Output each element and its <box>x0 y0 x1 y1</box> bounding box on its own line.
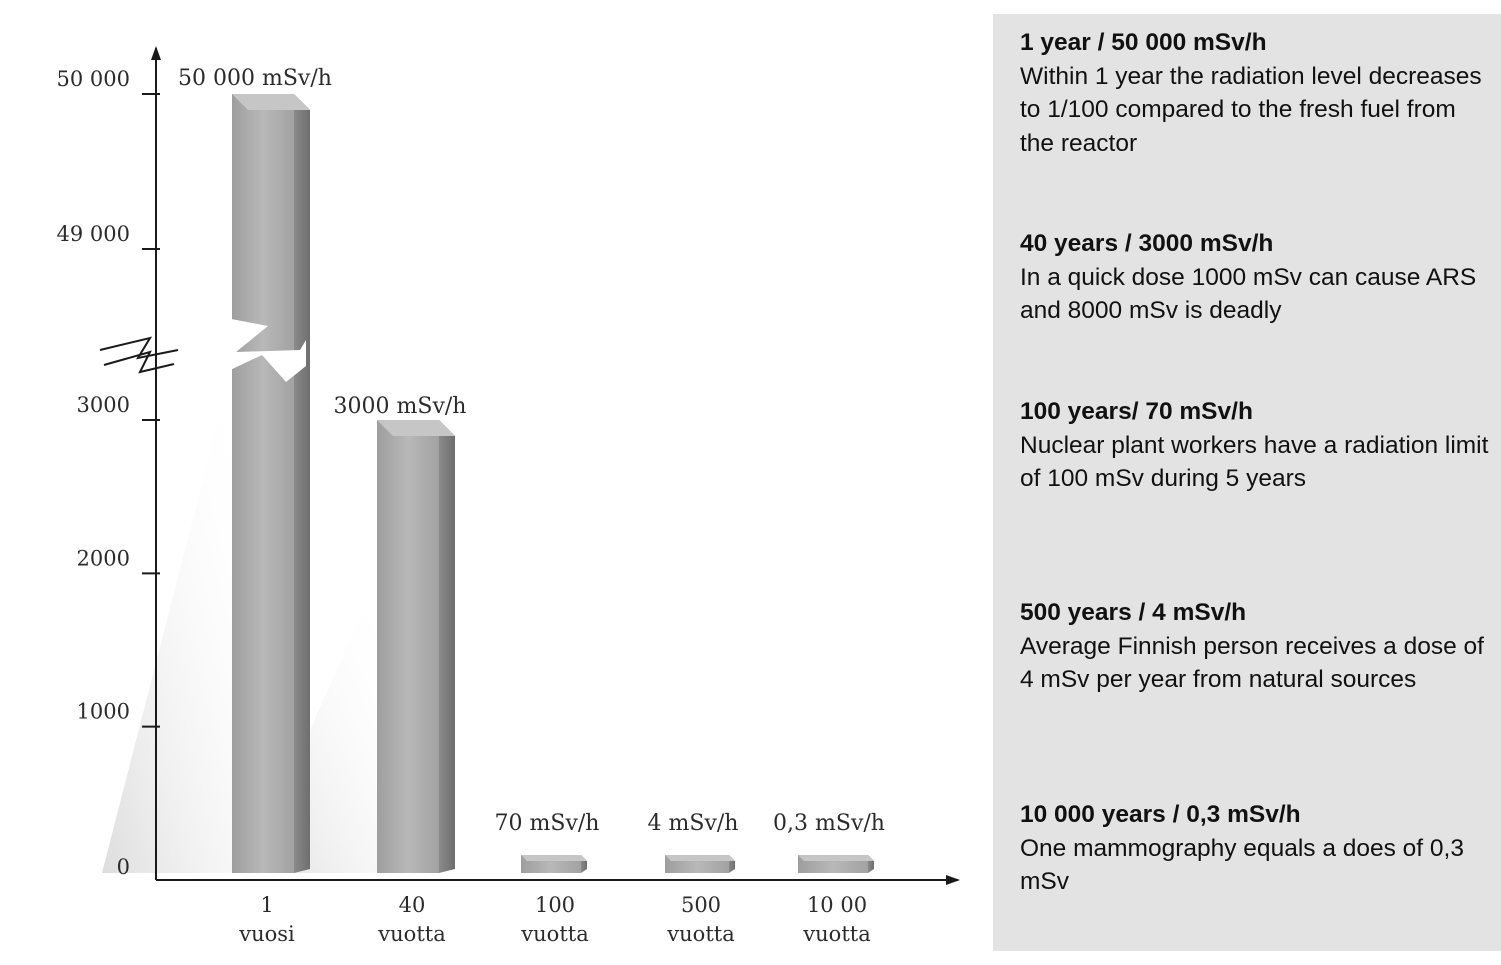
x-category-unit: vuotta <box>520 922 588 946</box>
x-category-number: 500 <box>681 893 721 917</box>
x-category-number: 40 <box>399 893 426 917</box>
note-body: Average Finnish person receives a dose o… <box>1020 632 1484 694</box>
x-category-number: 10 00 <box>807 893 867 917</box>
bar-break-gap <box>226 318 306 382</box>
bar-top <box>232 94 310 110</box>
x-category-unit: vuosi <box>238 922 295 946</box>
bar <box>377 420 439 873</box>
value-label: 4 mSv/h <box>648 811 739 836</box>
note-heading: 500 years / 4 mSv/h <box>1020 599 1247 626</box>
note-1-year: 1 year / 50 000 mSv/h Within 1 year the … <box>1020 26 1490 160</box>
note-body: Nuclear plant workers have a radiation l… <box>1020 431 1489 493</box>
value-label: 50 000 mSv/h <box>178 66 332 91</box>
bar-top <box>377 420 455 436</box>
chart-svg: 0 1000 2000 3000 49 000 50 000 50 000 mSv/h 1 vu… <box>57 46 960 946</box>
bar-shadow <box>102 366 232 873</box>
bar-side <box>294 94 310 873</box>
note-10000-years: 10 000 years / 0,3 mSv/h One mammography… <box>1020 798 1490 899</box>
note-body: Within 1 year the radiation level decrea… <box>1020 62 1482 157</box>
note-heading: 10 000 years / 0,3 mSv/h <box>1020 801 1301 828</box>
y-tick-label: 3000 <box>77 393 130 417</box>
value-label: 0,3 mSv/h <box>773 811 885 836</box>
note-100-years: 100 years/ 70 mSv/h Nuclear plant worker… <box>1020 395 1490 496</box>
note-body: In a quick dose 1000 mSv can cause ARS a… <box>1020 263 1477 325</box>
info-panel: 1 year / 50 000 mSv/h Within 1 year the … <box>993 14 1501 951</box>
x-category-unit: vuotta <box>666 922 734 946</box>
y-tick-label: 1000 <box>77 700 130 724</box>
x-category-unit: vuotta <box>377 922 445 946</box>
y-tick-label: 2000 <box>77 546 130 570</box>
axis-break-mark <box>99 336 179 360</box>
axis-break-mark <box>103 350 175 374</box>
y-tick-label: 50 000 <box>57 67 130 91</box>
bar-top <box>665 855 735 861</box>
note-500-years: 500 years / 4 mSv/h Average Finnish pers… <box>1020 596 1490 697</box>
y-tick-label: 0 <box>117 855 130 879</box>
bar <box>232 94 294 873</box>
note-heading: 40 years / 3000 mSv/h <box>1020 230 1274 257</box>
bar-top <box>798 855 874 861</box>
bar-side <box>439 420 455 873</box>
x-category-number: 100 <box>535 893 575 917</box>
note-body: One mammography equals a does of 0,3 mSv <box>1020 834 1464 896</box>
x-category-unit: vuotta <box>802 922 870 946</box>
x-category-number: 1 <box>260 893 273 917</box>
value-label: 3000 mSv/h <box>334 394 467 419</box>
note-40-years: 40 years / 3000 mSv/h In a quick dose 10… <box>1020 227 1490 328</box>
note-heading: 100 years/ 70 mSv/h <box>1020 398 1253 425</box>
note-heading: 1 year / 50 000 mSv/h <box>1020 29 1267 56</box>
value-label: 70 mSv/h <box>495 811 600 836</box>
y-tick-label: 49 000 <box>57 222 130 246</box>
chart-area: 0 1000 2000 3000 49 000 50 000 50 000 mSv/h 1 vu… <box>57 46 960 946</box>
bar-top <box>521 855 587 861</box>
